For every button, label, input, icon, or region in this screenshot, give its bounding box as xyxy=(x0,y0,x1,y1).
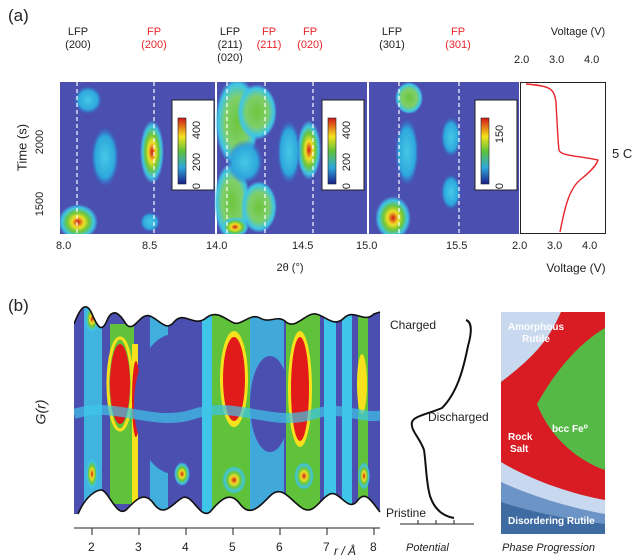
r-tick-6: 6 xyxy=(276,540,283,554)
peak-label-lfp-211-020: LFP (211) (020) xyxy=(217,26,243,64)
voltage-axis-label-top: Voltage (V) xyxy=(550,26,606,38)
r-axis xyxy=(74,527,380,535)
peak-label-fp-200: FP (200) xyxy=(141,26,167,51)
rate-label: 5 C xyxy=(612,146,633,161)
voltage-tick-bottom-2: 2.0 xyxy=(512,240,528,252)
peak-label-lfp-200: LFP (200) xyxy=(65,26,91,51)
potential-curve xyxy=(400,319,474,525)
heatmap-panel-3 xyxy=(369,82,519,234)
x-tick-14-5: 14.5 xyxy=(292,240,314,252)
cbar1-tick-400: 400 xyxy=(191,120,204,140)
voltage-tick-top-2: 2.0 xyxy=(514,54,530,66)
voltage-tick-top-3: 3.0 xyxy=(549,54,565,66)
pristine-label: Pristine xyxy=(386,506,427,520)
time-axis-label: Time (s) xyxy=(14,123,30,172)
r-tick-8: 8 xyxy=(370,540,377,554)
panel-b-letter: (b) xyxy=(8,296,29,315)
panel-a-letter: (a) xyxy=(8,6,29,25)
r-tick-5: 5 xyxy=(229,540,236,554)
r-axis-label: r / Å xyxy=(334,544,357,558)
discharged-label: Discharged xyxy=(428,410,489,424)
cbar3-tick-150: 150 xyxy=(494,124,507,144)
potential-axis-label: Potential xyxy=(406,542,449,554)
voltage-tick-bottom-4: 4.0 xyxy=(582,240,598,252)
amorphous-rutile-label: Amorphous Rutile xyxy=(507,322,565,345)
bcc-fe-label: bcc Fe⁰ xyxy=(552,424,589,435)
r-tick-2: 2 xyxy=(88,540,95,554)
peak-label-fp-211: FP (211) xyxy=(256,26,282,51)
gr-axis-label: G(r) xyxy=(32,399,49,425)
cbar1-tick-0: 0 xyxy=(191,182,204,190)
x-tick-15-5: 15.5 xyxy=(446,240,468,252)
cbar2-tick-400: 400 xyxy=(341,120,354,140)
two-theta-axis-label: 2θ (°) xyxy=(276,262,304,274)
phase-progression-diagram xyxy=(501,312,605,534)
heatmap-panel-2 xyxy=(214,82,367,234)
cbar2-tick-200: 200 xyxy=(341,152,354,172)
x-tick-14-0: 14.0 xyxy=(206,240,228,252)
cbar1-tick-200: 200 xyxy=(191,152,204,172)
x-tick-8-5: 8.5 xyxy=(142,240,158,252)
r-tick-4: 4 xyxy=(182,540,189,554)
r-tick-3: 3 xyxy=(135,540,142,554)
time-tick-1500-label: 1500 xyxy=(34,191,47,217)
rock-label: Rock xyxy=(508,432,533,443)
cbar2-tick-0: 0 xyxy=(341,182,354,190)
salt-label: Salt xyxy=(510,444,529,455)
x-tick-8-0: 8.0 xyxy=(56,240,72,252)
xrd-heatmap xyxy=(60,82,519,234)
phase-progression-label: Phase Progression xyxy=(502,542,595,554)
time-tick-2000-label: 2000 xyxy=(34,129,47,155)
x-tick-15-0: 15.0 xyxy=(356,240,378,252)
heatmap-panel-1 xyxy=(60,82,215,234)
voltage-axis-label-bottom: Voltage (V) xyxy=(546,261,606,275)
peak-label-lfp-301: LFP (301) xyxy=(379,26,405,51)
r-tick-7: 7 xyxy=(323,540,330,554)
charged-label: Charged xyxy=(390,318,437,332)
cbar3-tick-0: 0 xyxy=(494,182,507,190)
voltage-tick-top-4: 4.0 xyxy=(584,54,600,66)
pdf-heatmap xyxy=(74,305,381,515)
voltage-profile-plot xyxy=(520,82,606,234)
disordering-rutile-label: Disordering Rutile xyxy=(508,516,595,527)
peak-label-fp-020: FP (020) xyxy=(297,26,323,51)
voltage-tick-bottom-3: 3.0 xyxy=(547,240,563,252)
peak-label-fp-301: FP (301) xyxy=(445,26,471,51)
